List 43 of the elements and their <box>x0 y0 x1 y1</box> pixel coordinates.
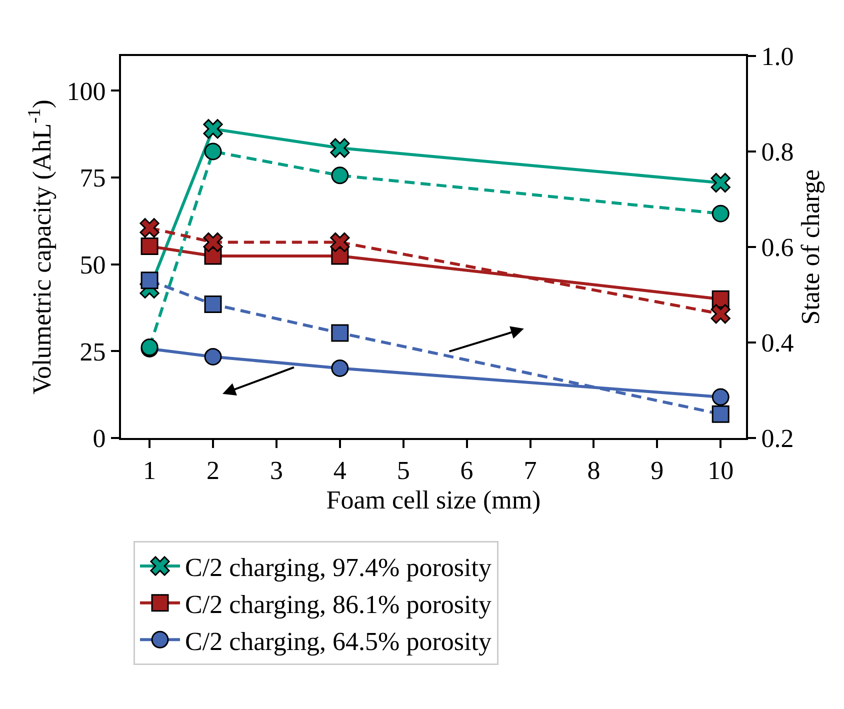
x-tick-label: 5 <box>396 456 410 486</box>
point <box>203 119 223 139</box>
point <box>331 324 349 342</box>
y-tick-label: 0 <box>92 424 106 454</box>
point <box>204 348 222 366</box>
point <box>330 138 350 158</box>
x-tick-label: 10 <box>708 456 734 486</box>
point <box>204 296 222 314</box>
x-tick-label: 1 <box>143 456 156 486</box>
point <box>140 218 160 238</box>
point <box>203 232 223 252</box>
x-tick-label: 7 <box>524 456 537 486</box>
point <box>140 238 158 256</box>
point <box>331 359 349 377</box>
x-tick-label: 9 <box>650 456 664 486</box>
x-tick-label: 3 <box>270 456 283 486</box>
point <box>712 388 730 406</box>
x-tick-label: 6 <box>460 456 474 486</box>
x-tick-label: 8 <box>587 456 600 486</box>
x-tick-label: 2 <box>206 456 220 486</box>
y2-tick-label: 0.2 <box>761 424 794 454</box>
x-axis-title: Foam cell size (mm) <box>326 485 541 514</box>
y2-tick-label: 1.0 <box>761 42 794 72</box>
point <box>140 272 158 290</box>
point <box>331 166 349 184</box>
legend-label: C/2 charging, 64.5% porosity <box>185 626 492 656</box>
y2-tick-label: 0.8 <box>761 138 794 167</box>
point <box>712 405 730 423</box>
point <box>712 204 730 222</box>
point <box>330 232 350 252</box>
y-tick-label: 50 <box>80 250 106 280</box>
point <box>204 142 222 160</box>
y-tick-label: 25 <box>80 337 106 366</box>
point <box>710 172 730 193</box>
legend-label: C/2 charging, 97.4% porosity <box>185 553 492 582</box>
point <box>710 304 730 324</box>
y-tick-label: 100 <box>66 76 106 106</box>
y-tick-label: 75 <box>80 164 106 193</box>
x-tick-label: 4 <box>333 456 346 486</box>
y2-tick-label: 0.6 <box>761 233 794 262</box>
y2-axis-title: State of charge <box>796 169 825 325</box>
legend-label: C/2 charging, 86.1% porosity <box>185 590 492 619</box>
y2-tick-label: 0.4 <box>761 328 794 358</box>
